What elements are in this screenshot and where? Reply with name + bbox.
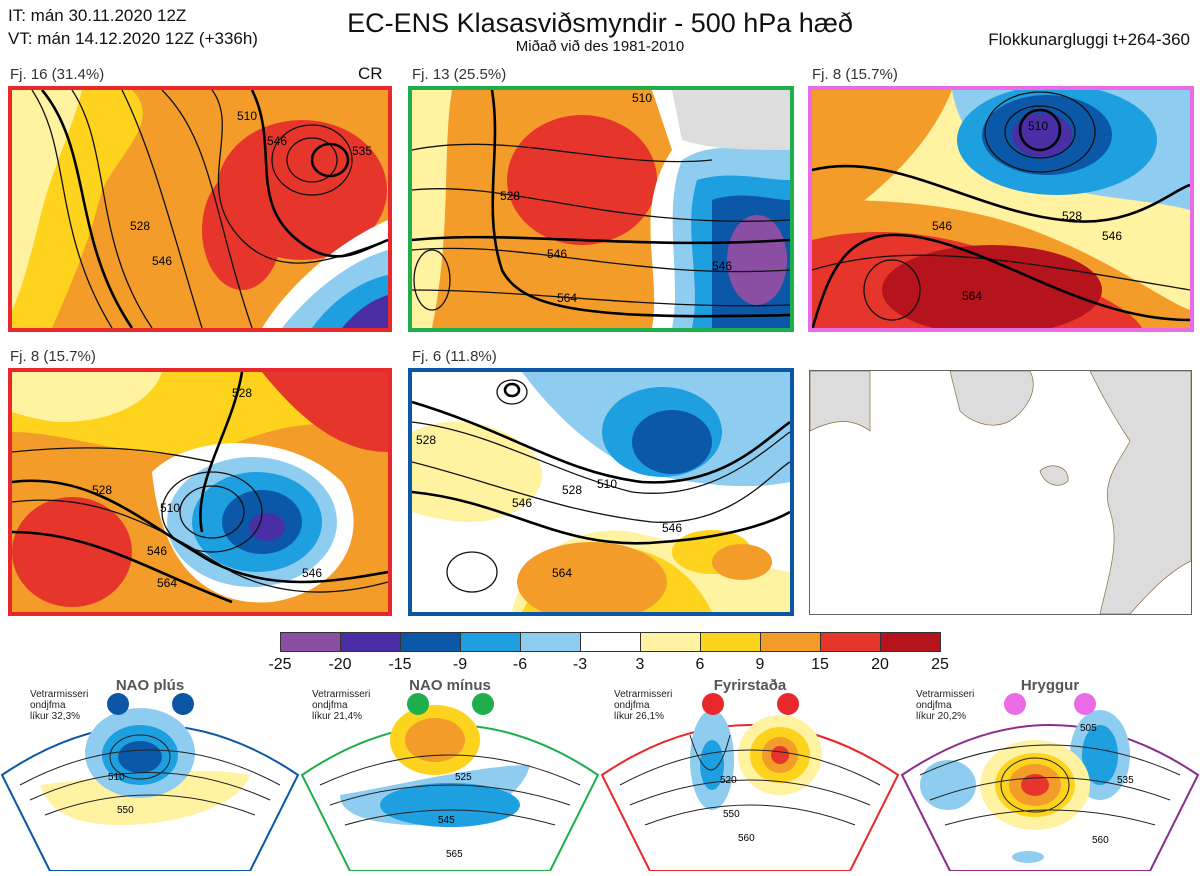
colorbar-cell — [520, 632, 581, 652]
init-time-header: IT: mán 30.11.2020 12Z VT: mán 14.12.202… — [8, 4, 258, 50]
panel-4-contour-label: 564 — [157, 576, 177, 590]
regime-1-contour-label: 550 — [117, 805, 134, 816]
colorbar-tick-label: 9 — [755, 656, 765, 673]
regime-4-contour-label: 505 — [1080, 723, 1097, 734]
regime-3-contour-label: 520 — [720, 775, 737, 786]
panel-4-contour-label: 546 — [302, 566, 322, 580]
panel-3-contour-label: 546 — [932, 219, 952, 233]
panel-2-contour-label: 528 — [500, 189, 520, 203]
classification-window: Flokkunargluggi t+264-360 — [988, 30, 1190, 49]
colorbar-cell — [640, 632, 701, 652]
panel-5-label: Fj. 6 (11.8%) — [412, 348, 497, 365]
panel-4-contour-label: 546 — [147, 544, 167, 558]
panel-1-label: Fj. 16 (31.4%) — [10, 66, 105, 83]
panel-5-contour-label: 510 — [597, 477, 617, 491]
panel-1-contour-label: 546 — [152, 254, 172, 268]
panel-1-contour-label: 546 — [267, 134, 287, 148]
panel-2-contour-label: 546 — [712, 259, 732, 273]
regime-1-name: NAO plús — [115, 677, 185, 694]
regime-2-contour-label: 545 — [438, 815, 455, 826]
regime-2-contour-label: 525 — [455, 772, 472, 783]
regime-4-note: Vetrarmisseri ondjfma líkur 20,2% — [916, 689, 975, 722]
colorbar-tick-label: -6 — [512, 656, 528, 673]
regime-3-note: Vetrarmisseri ondjfma líkur 26,1% — [614, 689, 673, 722]
page-subtitle: Miðað við des 1981-2010 — [515, 38, 685, 55]
regime-ridge: 505 535 560 Hryggur Vetrarmisseri ondjfma… — [900, 675, 1200, 872]
colorbar-tick-label: -15 — [388, 656, 412, 673]
regime-blocking: 520 550 560 Fyrirstaða Vetrarmisseri ondj… — [600, 675, 900, 872]
regime-1-note: Vetrarmisseri ondjfma líkur 32,3% — [30, 689, 89, 722]
panel-4-contour-label: 528 — [232, 386, 252, 400]
colorbar-tick-label: -25 — [268, 656, 292, 673]
panel-2-label: Fj. 13 (25.5%) — [412, 66, 507, 83]
regime-nao-minus: 525 545 565 NAO mínus Vetrarmisseri ondjf… — [300, 675, 600, 872]
cluster-map-panel-5: 528 510 528 546 546 564 — [408, 368, 794, 616]
regime-3-name: Fyrirstaða — [713, 677, 787, 694]
colorbar-tick-label: 25 — [931, 656, 949, 673]
panel-1-contour-label: 535 — [352, 144, 372, 158]
page-title: EC-ENS Klasasviðsmyndir - 500 hPa hæð — [347, 8, 853, 38]
regime-1-contour-label: 510 — [108, 772, 125, 783]
panel-3-contour-label: 510 — [1028, 119, 1048, 133]
it-line: IT: mán 30.11.2020 12Z — [8, 6, 187, 25]
panel-4-contour-label: 528 — [92, 483, 112, 497]
panel-3-contour-label: 546 — [1102, 229, 1122, 243]
cluster-map-panel-1: 528 510 546 546 535 — [8, 86, 392, 332]
colorbar-cell — [580, 632, 641, 652]
regime-2-note: Vetrarmisseri ondjfma líkur 21,4% — [312, 689, 371, 722]
colorbar-cell — [460, 632, 521, 652]
colorbar-cell — [400, 632, 461, 652]
colorbar-cell — [700, 632, 761, 652]
panel-4-label: Fj. 8 (15.7%) — [10, 348, 96, 365]
colorbar-tick-label: 20 — [871, 656, 889, 673]
panel-2-contour-label: 564 — [557, 291, 577, 305]
colorbar-cell — [760, 632, 821, 652]
panel-3-label: Fj. 8 (15.7%) — [812, 66, 898, 83]
regime-2-name: NAO mínus — [409, 677, 491, 694]
panel-4-contour-label: 510 — [160, 501, 180, 515]
regime-3-contour-label: 560 — [738, 833, 755, 844]
panel-5-contour-label: 546 — [662, 521, 682, 535]
regime-3-contour-label: 550 — [723, 809, 740, 820]
panel-2-contour-label: 546 — [547, 247, 567, 261]
colorbar-tick-label: -20 — [328, 656, 352, 673]
colorbar-tick-label: 6 — [695, 656, 705, 673]
regime-4-contour-label: 535 — [1117, 775, 1134, 786]
empty-basemap-panel — [809, 370, 1192, 615]
panel-5-contour-label: 564 — [552, 566, 572, 580]
panel-3-contour-label: 528 — [1062, 209, 1082, 223]
colorbar-cell — [880, 632, 941, 652]
panel-5-contour-label: 546 — [512, 496, 532, 510]
colorbar-cell — [820, 632, 881, 652]
panel-5-contour-label: 528 — [562, 483, 582, 497]
cluster-map-panel-3: 510 528 546 564 546 — [808, 86, 1194, 332]
panel-5-contour-label: 528 — [416, 433, 436, 447]
panel-1-contour-label: 528 — [130, 219, 150, 233]
colorbar-tick-label: -9 — [452, 656, 468, 673]
regime-4-contour-label: 560 — [1092, 835, 1109, 846]
panel-2-contour-label: 510 — [632, 91, 652, 105]
colorbar-tick-label: 3 — [635, 656, 645, 673]
panel-1-cr-label: CR — [358, 64, 383, 83]
panel-3-contour-label: 564 — [962, 289, 982, 303]
colorbar-tick-label: 15 — [811, 656, 829, 673]
regime-nao-plus: 510 550 NAO plús Vetrarmisseri ondjfma lík… — [0, 675, 300, 872]
colorbar-cell — [340, 632, 401, 652]
colorbar-cell — [280, 632, 341, 652]
regime-4-name: Hryggur — [1020, 677, 1080, 694]
cluster-map-panel-4: 528 510 528 546 564 546 — [8, 368, 392, 616]
regime-2-contour-label: 565 — [446, 849, 463, 860]
cluster-map-panel-2: 510 528 546 546 564 — [408, 86, 794, 332]
panel-1-contour-label: 510 — [237, 109, 257, 123]
vt-line: VT: mán 14.12.2020 12Z (+336h) — [8, 29, 258, 48]
colorbar-tick-label: -3 — [572, 656, 588, 673]
